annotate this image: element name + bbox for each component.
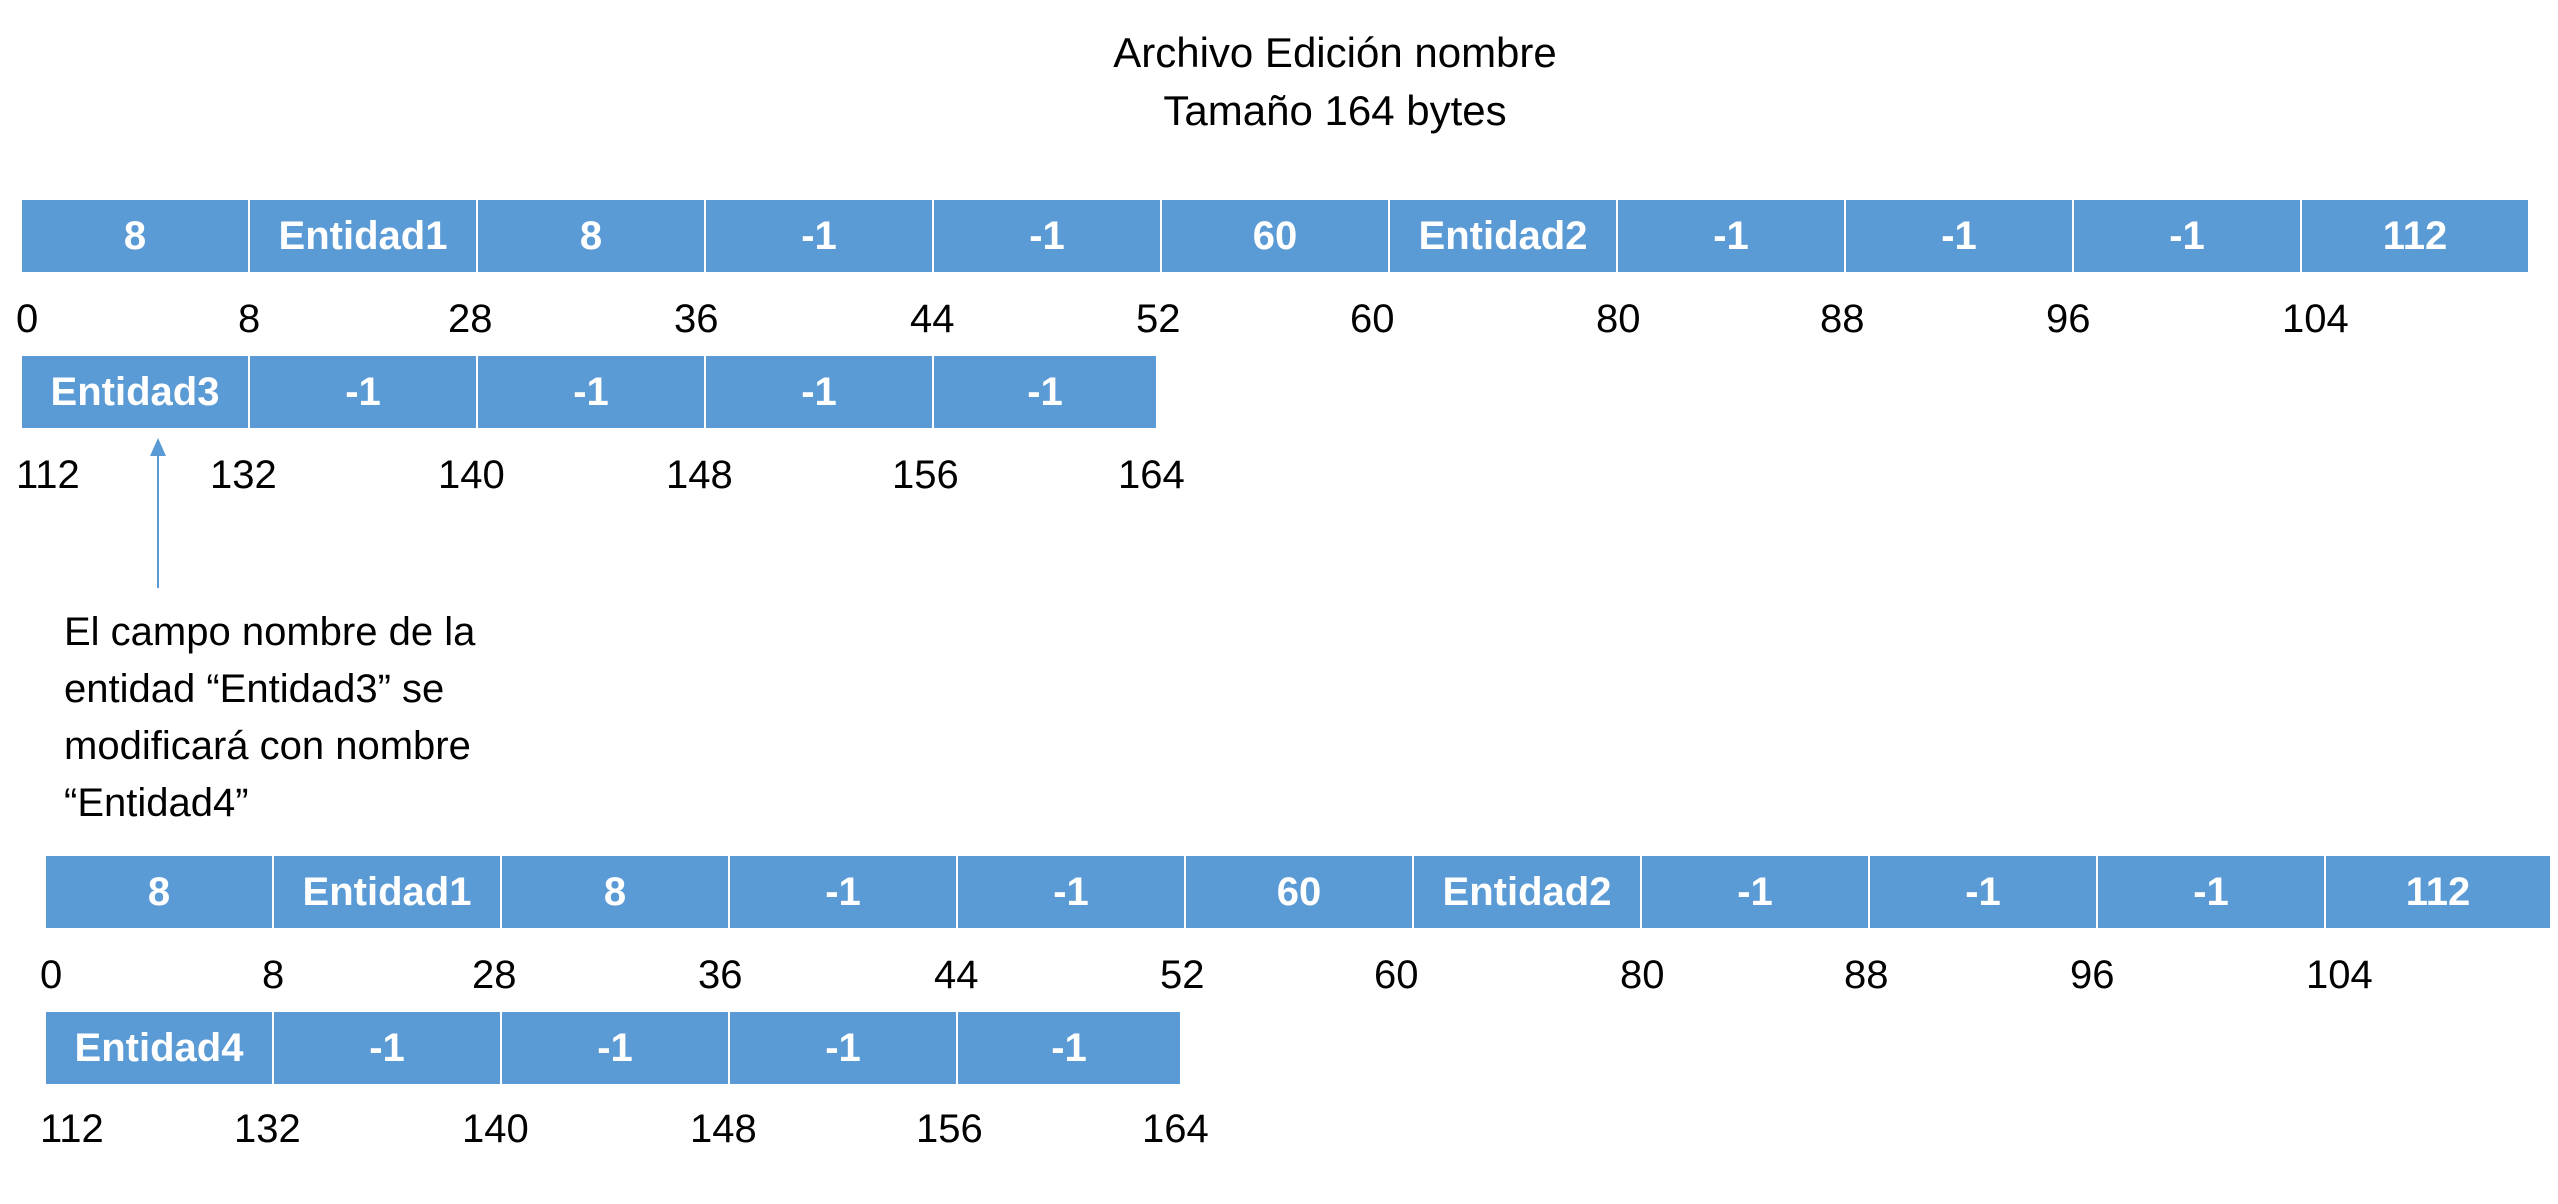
record-cell: 8 [478,200,706,272]
record-cell: -1 [730,1012,958,1084]
byte-offset-label: 80 [1596,297,1641,341]
byte-offset-label: 28 [472,953,517,997]
byte-offset-label: 156 [916,1107,983,1151]
byte-offset-label: 80 [1620,953,1665,997]
record-cell: -1 [478,356,706,428]
byte-offset-label: 36 [698,953,743,997]
diagram-subtitle: Tamaño 164 bytes [1163,87,1507,134]
record-cell: -1 [274,1012,502,1084]
record-cell: -1 [958,1012,1180,1084]
byte-offset-label: 140 [438,453,505,497]
byte-offset-label: 44 [910,297,955,341]
byte-offset-label: 44 [934,953,979,997]
record-cell: -1 [502,1012,730,1084]
record-cell: -1 [958,856,1186,928]
byte-offset-label: 96 [2046,297,2091,341]
record-cell: -1 [2098,856,2326,928]
before-row1-record-strip: 8 Entidad1 8 -1 -1 60 Entidad2 -1 -1 -1 … [22,200,2528,272]
byte-offset-label: 104 [2282,297,2349,341]
byte-offset-label: 52 [1160,953,1205,997]
record-cell: 60 [1186,856,1414,928]
diagram-title: Archivo Edición nombre [1113,29,1557,76]
after-row2-record-strip: Entidad4 -1 -1 -1 -1 [46,1012,1180,1084]
record-cell: -1 [250,356,478,428]
record-cell: 60 [1162,200,1390,272]
record-cell: Entidad1 [250,200,478,272]
byte-offset-label: 112 [40,1107,104,1151]
record-cell: -1 [2074,200,2302,272]
after-row1-record-strip: 8 Entidad1 8 -1 -1 60 Entidad2 -1 -1 -1 … [46,856,2550,928]
record-cell: -1 [934,356,1156,428]
byte-offset-label: 164 [1142,1107,1209,1151]
record-cell: -1 [1618,200,1846,272]
annotation-note: El campo nombre de la entidad “Entidad3”… [64,610,476,825]
after-row2-offsets: 112 132 140 148 156 164 [0,1104,2558,1154]
arrow-head [150,438,166,456]
record-cell: Entidad2 [1414,856,1642,928]
record-cell: -1 [706,356,934,428]
byte-offset-label: 36 [674,297,719,341]
record-cell: 8 [46,856,274,928]
record-cell: Entidad3 [22,356,250,428]
record-cell: -1 [1870,856,2098,928]
byte-offset-label: 0 [16,297,39,341]
before-row1-offsets: 0 8 28 36 44 52 60 80 88 96 104 [0,294,2558,344]
byte-offset-label: 88 [1844,953,1889,997]
record-cell: 112 [2326,856,2550,928]
byte-offset-label: 8 [262,953,285,997]
byte-offset-label: 28 [448,297,493,341]
record-cell: -1 [730,856,958,928]
byte-offset-label: 156 [892,453,959,497]
byte-offset-label: 164 [1118,453,1185,497]
byte-offset-label: 132 [234,1107,301,1151]
byte-offset-label: 104 [2306,953,2373,997]
after-row1-offsets: 0 8 28 36 44 52 60 80 88 96 104 [0,950,2558,1000]
byte-offset-label: 96 [2070,953,2115,997]
byte-offset-label: 148 [666,453,733,497]
byte-offset-label: 0 [40,953,63,997]
record-cell: Entidad2 [1390,200,1618,272]
record-cell: Entidad4 [46,1012,274,1084]
record-cell: -1 [934,200,1162,272]
before-row2-offsets: 112 132 140 148 156 164 [0,450,2558,500]
byte-offset-label: 132 [210,453,277,497]
byte-offset-label: 88 [1820,297,1865,341]
byte-offset-label: 148 [690,1107,757,1151]
byte-offset-label: 52 [1136,297,1181,341]
byte-offset-label: 140 [462,1107,529,1151]
record-cell: -1 [1846,200,2074,272]
record-cell: -1 [1642,856,1870,928]
record-cell: Entidad1 [274,856,502,928]
record-cell: 8 [22,200,250,272]
byte-offset-label: 60 [1350,297,1395,341]
record-cell: 112 [2302,200,2528,272]
record-cell: -1 [706,200,934,272]
record-cell: 8 [502,856,730,928]
byte-offset-label: 60 [1374,953,1419,997]
byte-offset-label: 8 [238,297,261,341]
before-row2-record-strip: Entidad3 -1 -1 -1 -1 [22,356,1156,428]
byte-offset-label: 112 [16,453,80,497]
